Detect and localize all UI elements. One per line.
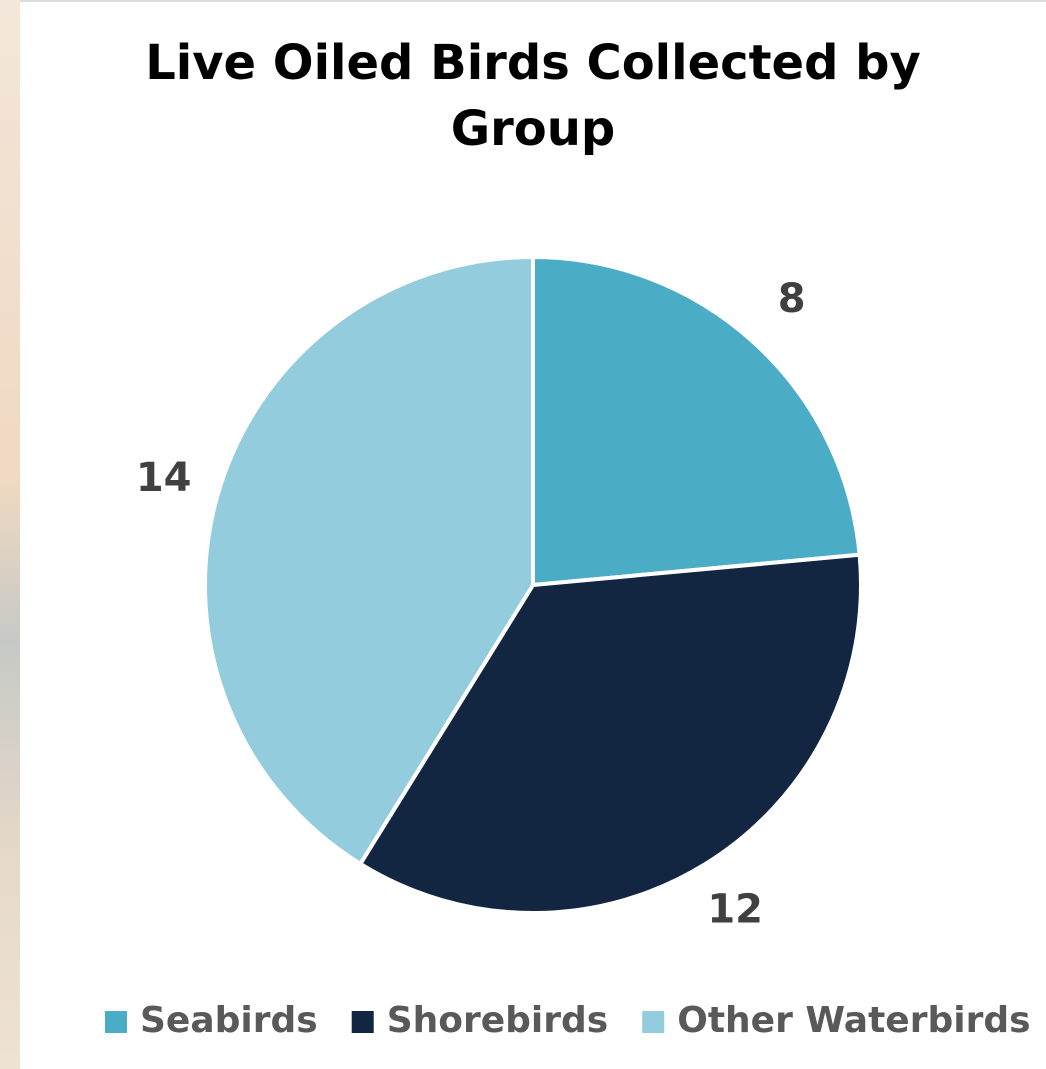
legend-swatch <box>352 1011 374 1033</box>
legend-swatch <box>105 1011 127 1033</box>
chart: 8 12 14 Seabirds Shorebirds Other Waterbirds <box>0 0 1046 1069</box>
page: Live Oiled Birds Collected by Group 8121… <box>0 0 1046 1069</box>
legend-label: Other Waterbirds <box>677 1000 1030 1041</box>
data-label: 14 <box>136 455 192 501</box>
legend-label: Shorebirds <box>387 1000 609 1041</box>
data-label: 12 <box>707 886 763 932</box>
pie-slice <box>533 257 860 585</box>
legend-label: Seabirds <box>140 1000 318 1041</box>
legend-swatch <box>642 1011 664 1033</box>
data-label: 8 <box>778 276 806 322</box>
